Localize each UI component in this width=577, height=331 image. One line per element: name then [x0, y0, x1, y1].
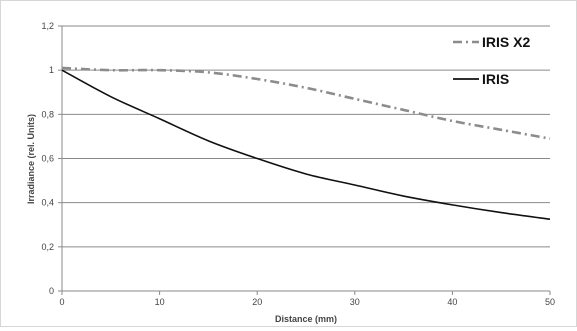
legend-label: IRIS	[482, 71, 509, 87]
x-axis-title: Distance (mm)	[275, 314, 337, 324]
y-tick-label: 0,4	[41, 198, 54, 208]
legend-label: IRIS X2	[482, 34, 530, 50]
y-tick-label: 0	[49, 286, 54, 296]
y-tick-label: 1	[49, 65, 54, 75]
series-line-iris	[61, 69, 551, 221]
line-chart: 00,20,40,60,811,20 10 20 30 40 50 IRIS X2IRIS…	[26, 21, 555, 324]
y-tick-label: 1,2	[41, 21, 54, 31]
x-tick-label: 40	[447, 297, 457, 307]
gridlines	[62, 25, 550, 248]
x-tick-label: 30	[350, 297, 360, 307]
y-tick-label: 0,6	[41, 154, 54, 164]
x-tick-label: 20	[252, 297, 262, 307]
y-tick-label: 0,8	[41, 109, 54, 119]
x-tick-label: 0	[59, 297, 64, 307]
y-axis-title: Irradiance (rel. Units)	[26, 114, 36, 204]
x-tick-label: 10	[155, 297, 165, 307]
y-tick-label: 0,2	[41, 242, 54, 252]
x-tick-label: 50	[545, 297, 555, 307]
tick-labels: 0 0,2 0,4 0,6 0,8 1 1,2 0 10 20 30 40 50	[41, 21, 555, 307]
legend: IRIS X2 IRIS	[453, 34, 530, 87]
series-line-iris-x2	[61, 66, 551, 140]
series-lines	[61, 66, 551, 221]
